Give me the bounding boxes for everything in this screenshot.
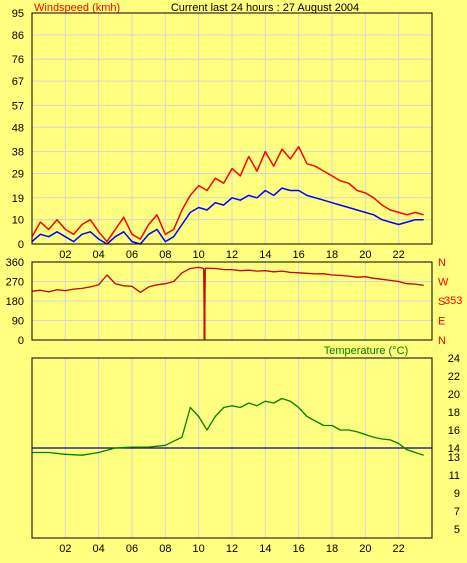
x-tick-label: 12 (226, 249, 238, 261)
plot-frame (31, 261, 433, 341)
y-tick-label: 90 (12, 316, 24, 328)
y-tick-label: 57 (12, 100, 24, 112)
y-tick-label: 95 (12, 8, 24, 20)
compass-label: W (438, 277, 449, 289)
compass-label: S (438, 296, 445, 308)
y-tick-label: 76 (12, 54, 24, 66)
x-tick-label: 10 (193, 249, 205, 261)
x-tick-label: 04 (93, 249, 105, 261)
y-tick-label: 10 (12, 215, 24, 227)
y-tick-label: 48 (12, 122, 24, 134)
temperature-chart-title: Temperature (°C) (324, 345, 408, 357)
compass-label: N (438, 335, 446, 347)
y-tick-label: 0 (18, 239, 24, 251)
wind-panel: 0 10 19 29 38 48 57 67 76 86 95 02 04 06 08 10 12 14 16 18 2… (12, 8, 433, 261)
x-tick-label: 10 (193, 543, 205, 555)
x-tick-label: 08 (159, 543, 171, 555)
series-line-0 (32, 397, 424, 456)
series-line-0 (31, 266, 424, 341)
x-tick-label: 16 (293, 543, 305, 555)
y-tick-label: 13 (448, 452, 460, 464)
x-tick-label: 20 (359, 249, 371, 261)
y-tick-label: 86 (12, 30, 24, 42)
y-tick-label: 0 (18, 335, 24, 347)
x-tick-label: 06 (126, 249, 138, 261)
y-tick-label: 24 (448, 353, 460, 365)
x-tick-label: 18 (326, 249, 338, 261)
x-tick-label: 08 (159, 249, 171, 261)
x-tick-label: 14 (259, 543, 271, 555)
y-tick-label: 360 (6, 257, 24, 269)
current-direction-value: 353 (444, 295, 462, 307)
x-tick-label: 12 (226, 543, 238, 555)
y-tick-label: 20 (448, 389, 460, 401)
page-title: Current last 24 hours : 27 August 2004 (171, 2, 359, 14)
compass-label: E (438, 316, 445, 328)
x-tick-label: 20 (359, 543, 371, 555)
y-tick-label: 18 (448, 407, 460, 419)
x-tick-label: 14 (259, 249, 271, 261)
y-tick-label: 38 (12, 147, 24, 159)
y-tick-label: 19 (12, 193, 24, 205)
series-line-1 (31, 187, 424, 245)
compass-label: N (438, 257, 446, 269)
y-tick-label: 9 (454, 488, 460, 500)
x-tick-label: 02 (59, 249, 71, 261)
x-tick-label: 16 (293, 249, 305, 261)
y-tick-label: 29 (12, 168, 24, 180)
y-tick-label: 14 (448, 443, 460, 455)
plot-frame (31, 12, 433, 245)
y-tick-label: 180 (6, 296, 24, 308)
x-tick-label: 04 (93, 543, 105, 555)
x-tick-label: 22 (393, 543, 405, 555)
y-tick-label: 11 (449, 470, 460, 482)
x-tick-label: 18 (326, 543, 338, 555)
x-tick-label: 06 (126, 543, 138, 555)
plot-frame (31, 357, 433, 539)
y-tick-label: 5 (454, 524, 460, 536)
wind-chart-title: Windspeed (kmh) (34, 2, 120, 14)
x-tick-label: 02 (59, 543, 71, 555)
y-tick-label: 16 (448, 425, 460, 437)
y-tick-label: 22 (448, 371, 460, 383)
y-tick-label: 67 (12, 76, 24, 88)
x-tick-label: 22 (393, 249, 405, 261)
y-tick-label: 270 (6, 277, 24, 289)
y-tick-label: 7 (454, 506, 460, 518)
series-line-0 (31, 145, 424, 243)
